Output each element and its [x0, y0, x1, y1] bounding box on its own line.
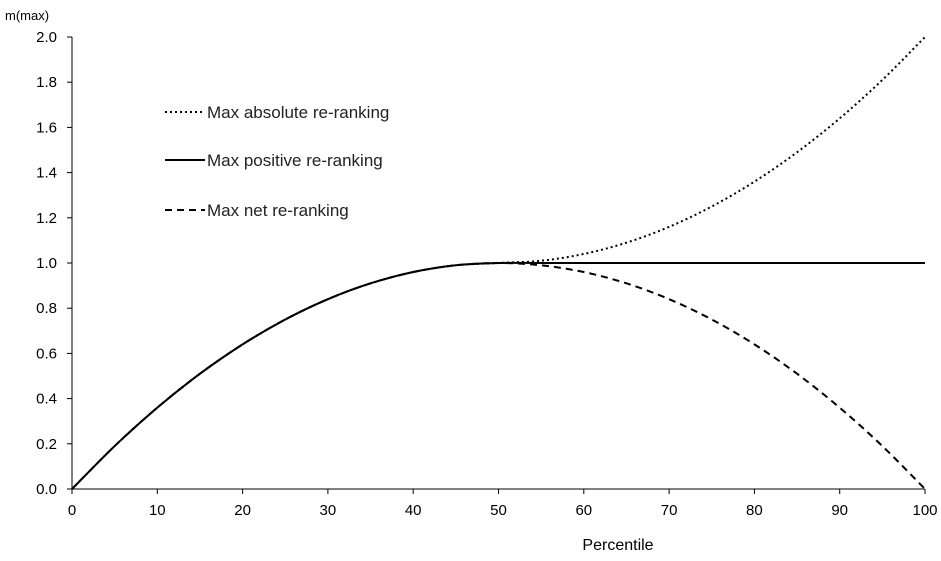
- x-tick-label: 100: [912, 502, 937, 519]
- y-axis-title: m(max): [5, 8, 49, 23]
- x-tick-label: 70: [661, 502, 678, 519]
- series-layer: [71, 36, 926, 490]
- x-axis-title: Percentile: [582, 537, 653, 554]
- y-tick-label: 1.2: [36, 210, 57, 227]
- y-tick-label: 0.4: [36, 391, 57, 408]
- series-line-max-positive-re-ranking: [71, 261, 925, 490]
- x-tick-label: 40: [405, 502, 422, 519]
- x-tick-label: 80: [746, 502, 763, 519]
- legend-label: Max net re-ranking: [207, 201, 349, 220]
- x-tick-label: 90: [831, 502, 848, 519]
- y-tick-label: 0.0: [36, 481, 57, 498]
- x-tick-label: 10: [149, 502, 166, 519]
- y-tick-label: 0.6: [36, 345, 57, 362]
- legend: Max absolute re-ranking Max positive re-r…: [165, 103, 389, 220]
- y-tick-label: 1.6: [36, 119, 57, 136]
- axes: 0.0 0.2 0.4 0.6 0.8 1.0 1.2 1.4 1.6 1.8 2.0 0 10 20 30…: [36, 29, 937, 519]
- x-tick-label: 30: [320, 502, 337, 519]
- series-line-max-net-re-ranking: [71, 261, 926, 490]
- y-tick-label: 1.8: [36, 74, 57, 91]
- x-tick-label: 0: [68, 502, 76, 519]
- y-tick-label: 1.0: [36, 255, 57, 272]
- legend-label: Max absolute re-ranking: [207, 103, 389, 122]
- y-tick-label: 1.4: [36, 165, 57, 182]
- x-tick-label: 60: [575, 502, 592, 519]
- x-tick-label: 50: [490, 502, 507, 519]
- legend-label: Max positive re-ranking: [207, 151, 383, 170]
- y-tick-label: 0.8: [36, 300, 57, 317]
- y-tick-label: 2.0: [36, 29, 57, 46]
- x-tick-label: 20: [234, 502, 251, 519]
- y-tick-label: 0.2: [36, 436, 57, 453]
